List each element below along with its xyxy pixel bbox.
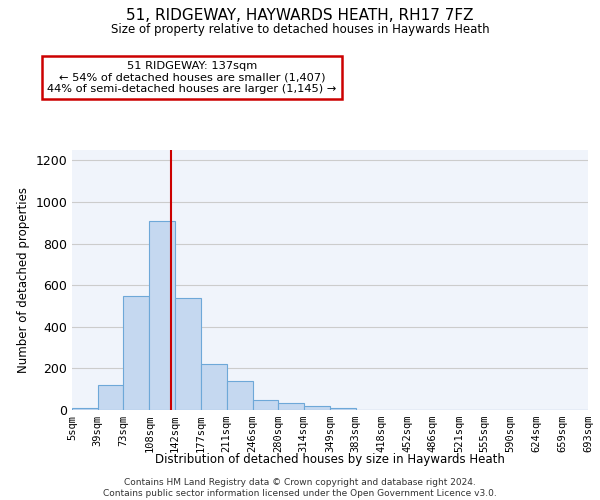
Bar xyxy=(97,385,123,410)
Bar xyxy=(149,220,175,410)
Bar xyxy=(304,406,330,410)
Y-axis label: Number of detached properties: Number of detached properties xyxy=(17,187,30,373)
Bar xyxy=(123,296,149,410)
Bar xyxy=(227,381,253,410)
Bar xyxy=(201,364,227,410)
Bar xyxy=(278,404,304,410)
Bar xyxy=(72,408,97,410)
Text: Distribution of detached houses by size in Haywards Heath: Distribution of detached houses by size … xyxy=(155,452,505,466)
Text: Contains HM Land Registry data © Crown copyright and database right 2024.
Contai: Contains HM Land Registry data © Crown c… xyxy=(103,478,497,498)
Text: 51, RIDGEWAY, HAYWARDS HEATH, RH17 7FZ: 51, RIDGEWAY, HAYWARDS HEATH, RH17 7FZ xyxy=(126,8,474,22)
Bar xyxy=(330,408,355,410)
Text: Size of property relative to detached houses in Haywards Heath: Size of property relative to detached ho… xyxy=(110,22,490,36)
Bar xyxy=(175,298,201,410)
Bar xyxy=(253,400,278,410)
Text: 51 RIDGEWAY: 137sqm
← 54% of detached houses are smaller (1,407)
44% of semi-det: 51 RIDGEWAY: 137sqm ← 54% of detached ho… xyxy=(47,61,337,94)
